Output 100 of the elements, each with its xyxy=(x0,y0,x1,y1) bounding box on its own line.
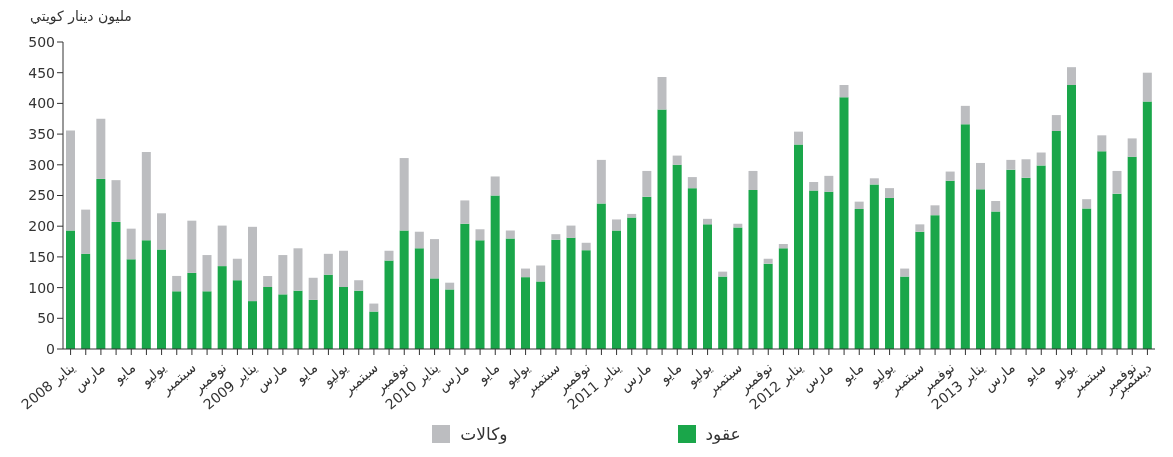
bar xyxy=(399,158,409,231)
bar xyxy=(1036,152,1046,166)
bar xyxy=(460,200,470,224)
bar xyxy=(900,276,910,349)
bar xyxy=(566,225,576,238)
bar xyxy=(642,196,652,349)
bar xyxy=(66,130,75,231)
x-tick-label: مايو xyxy=(1019,359,1049,388)
bar xyxy=(278,255,288,295)
bar xyxy=(915,224,925,232)
bar xyxy=(202,255,212,292)
bar xyxy=(612,219,621,231)
bar xyxy=(1051,131,1061,349)
bar xyxy=(1142,72,1152,102)
bar xyxy=(869,178,879,185)
bar xyxy=(308,299,318,349)
bar xyxy=(854,209,864,349)
bar xyxy=(323,253,333,275)
y-tick-label: 450 xyxy=(28,64,55,81)
bar xyxy=(490,176,500,196)
bar xyxy=(157,213,166,250)
bar xyxy=(1082,208,1092,349)
bar xyxy=(96,118,106,179)
bar xyxy=(991,211,1001,349)
bar xyxy=(232,258,242,281)
bar xyxy=(778,248,788,349)
bar xyxy=(1112,170,1122,194)
bar xyxy=(551,234,561,240)
bar xyxy=(354,280,364,291)
bar xyxy=(687,188,697,349)
x-tick-label: مايو xyxy=(837,359,867,388)
bar xyxy=(81,209,91,254)
bar xyxy=(945,171,955,181)
bar xyxy=(930,215,940,349)
bar xyxy=(96,178,106,349)
bar xyxy=(384,250,394,261)
bar xyxy=(718,271,728,277)
bar xyxy=(748,170,758,190)
bar xyxy=(839,84,849,98)
bar xyxy=(111,221,121,349)
bar xyxy=(1127,138,1137,157)
bar xyxy=(490,195,500,349)
bar xyxy=(809,190,819,349)
bar xyxy=(141,151,151,241)
y-tick-label: 100 xyxy=(28,279,55,296)
bar xyxy=(521,268,530,278)
bar xyxy=(217,266,227,349)
bar xyxy=(293,290,303,349)
bar xyxy=(202,291,212,349)
bar xyxy=(187,272,197,349)
bar xyxy=(976,189,985,349)
bar xyxy=(263,275,273,287)
bar xyxy=(687,177,697,189)
bar xyxy=(657,77,667,110)
bar xyxy=(445,289,455,349)
bar xyxy=(566,237,576,349)
bar xyxy=(1051,115,1061,132)
bar xyxy=(1067,84,1076,349)
x-tick-label: مايو xyxy=(655,359,685,388)
bar xyxy=(323,274,333,349)
bar xyxy=(612,230,621,349)
bar xyxy=(945,180,955,349)
bar xyxy=(642,170,652,197)
bar xyxy=(778,244,788,249)
bar xyxy=(794,144,803,349)
bar xyxy=(763,258,773,264)
legend-label: عقود xyxy=(705,424,741,444)
bar xyxy=(369,303,379,312)
y-tick-label: 150 xyxy=(28,248,55,265)
bar xyxy=(1082,199,1092,209)
bar xyxy=(885,188,894,198)
bar xyxy=(627,217,637,349)
bar xyxy=(81,253,91,349)
bar xyxy=(278,294,288,349)
bar xyxy=(172,291,182,349)
bar xyxy=(1006,159,1016,170)
bar xyxy=(505,230,515,239)
bar xyxy=(809,181,819,191)
bar xyxy=(960,105,970,125)
bar xyxy=(581,250,591,349)
bar xyxy=(217,225,227,267)
bar xyxy=(1112,193,1122,349)
bar xyxy=(430,239,439,279)
bar xyxy=(126,228,136,260)
bar xyxy=(718,276,728,349)
bar xyxy=(794,131,803,145)
bar xyxy=(915,231,925,349)
bar xyxy=(1097,135,1107,152)
bar xyxy=(1127,156,1137,349)
bar xyxy=(505,238,515,349)
bar xyxy=(187,220,197,273)
bar xyxy=(232,280,242,349)
y-tick-label: 350 xyxy=(28,126,55,143)
bar xyxy=(339,250,348,287)
bar xyxy=(141,240,151,349)
bar xyxy=(414,248,424,349)
bar xyxy=(733,227,743,349)
bar xyxy=(111,180,121,222)
bar xyxy=(976,162,985,190)
bar xyxy=(1021,159,1031,178)
